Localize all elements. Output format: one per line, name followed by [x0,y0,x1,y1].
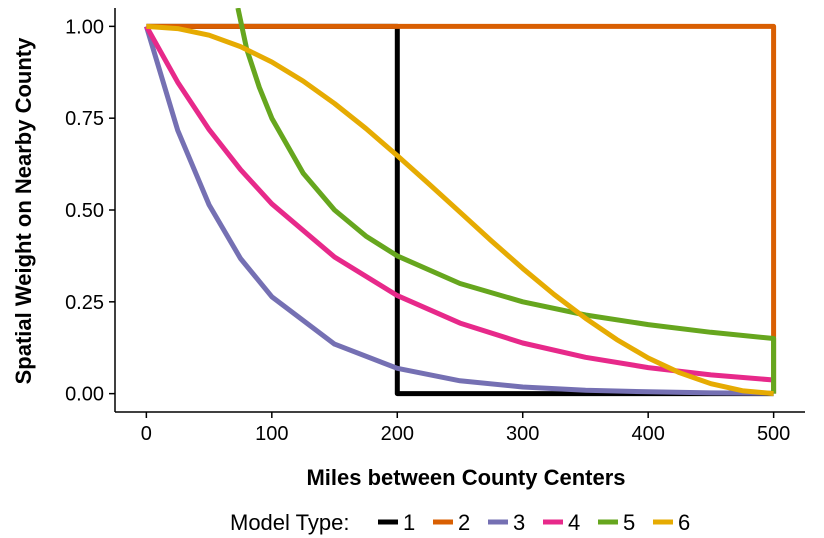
legend-label-4: 4 [568,510,580,535]
y-tick-label: 1.00 [65,16,104,38]
y-tick-label: 0.00 [65,384,104,406]
legend: Model Type: 1 2 3 4 5 6 [230,510,690,535]
y-tick-label: 0.25 [65,292,104,314]
x-tick-label: 500 [757,423,790,445]
legend-label-2: 2 [458,510,470,535]
x-tick-label: 200 [381,423,414,445]
x-axis-title: Miles between County Centers [306,465,625,490]
series-line-6 [146,23,774,397]
x-tick-label: 300 [506,423,539,445]
legend-label-3: 3 [513,510,525,535]
legend-entries: 1 2 3 4 5 6 [378,510,690,535]
y-tick-label: 0.50 [65,200,104,222]
y-axis-title: Spatial Weight on Nearby County [11,37,36,385]
x-tick-label: 100 [255,423,288,445]
y-tick-label: 0.75 [65,108,104,130]
axes: 0.00 0.25 0.50 0.75 1.00 0 100 200 300 400 500 [65,8,805,445]
legend-title: Model Type: [230,510,349,535]
legend-label-5: 5 [623,510,635,535]
series-line-3 [144,25,774,396]
y-ticks: 0.00 0.25 0.50 0.75 1.00 [65,16,115,406]
series-line-2 [146,23,777,394]
legend-label-6: 6 [678,510,690,535]
series-line-4 [144,25,774,383]
x-ticks: 0 100 200 300 400 500 [141,412,790,445]
series-lines [144,8,777,397]
x-tick-label: 400 [631,423,664,445]
x-tick-label: 0 [141,423,152,445]
legend-label-1: 1 [403,510,415,535]
series-line-5 [235,8,777,394]
